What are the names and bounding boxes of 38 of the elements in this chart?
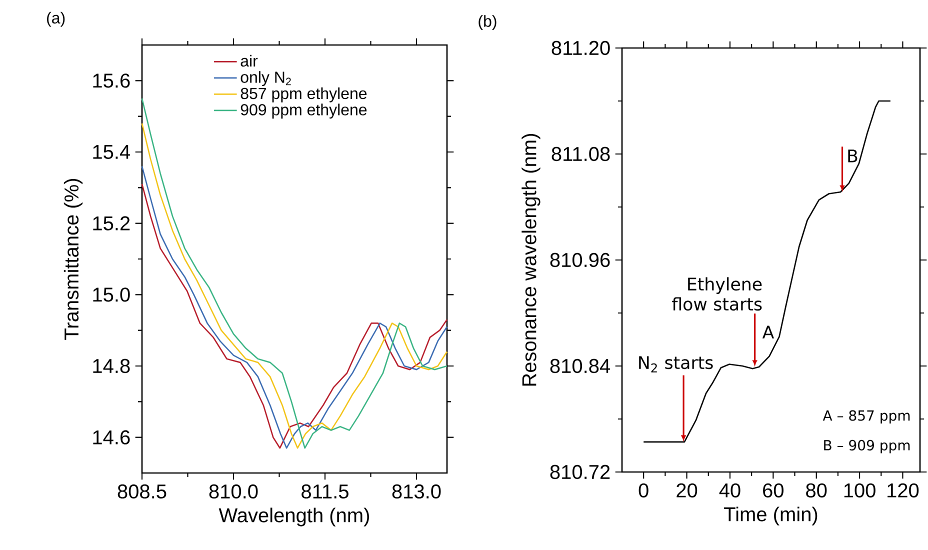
- x-tick-label: 40: [719, 483, 740, 498]
- y-tick-label: 15.0: [93, 288, 130, 302]
- y-tick-label: 15.2: [93, 216, 130, 230]
- x-tick-label: 813.0: [392, 484, 441, 499]
- y-tick-label: 14.8: [93, 358, 130, 374]
- y-tick-label: 810.72: [550, 464, 610, 480]
- legend-label: 857 ppm ethylene: [240, 87, 367, 102]
- legend-label: air: [240, 54, 258, 67]
- x-axis-title: Wavelength (nm): [218, 508, 369, 526]
- y-tick-label: 810.96: [550, 252, 610, 268]
- x-tick-label: 20: [676, 483, 698, 498]
- y-tick-label: 15.6: [93, 74, 130, 88]
- x-tick-label: 808.5: [118, 484, 166, 499]
- annotation: A – 857 ppm: [822, 410, 910, 424]
- y-tick-label: 811.08: [552, 146, 610, 162]
- annotation: B: [848, 150, 858, 162]
- x-tick-label: 810.0: [209, 484, 258, 499]
- annotation: A: [762, 326, 774, 338]
- x-axis-title: Time (min): [724, 506, 818, 526]
- x-tick-label: 0: [638, 483, 648, 498]
- annotation: B – 909 ppm: [824, 440, 910, 454]
- y-tick-label: 14.6: [93, 430, 130, 444]
- x-tick-label: 80: [806, 483, 827, 498]
- x-tick-label: 100: [844, 483, 876, 498]
- text: (b): [478, 15, 496, 30]
- x-tick-label: 811.5: [302, 484, 348, 499]
- legend-label: only N$_{2}$: [240, 71, 291, 86]
- y-tick-label: 15.4: [93, 145, 130, 159]
- annotation: Ethylene flow starts: [672, 277, 762, 311]
- x-tick-label: 60: [763, 483, 784, 498]
- y-tick-label: 811.20: [552, 40, 610, 56]
- legend-label: 909 ppm ethylene: [240, 104, 367, 119]
- x-tick-label: 120: [888, 483, 919, 498]
- y-axis-title: Resonance wavelength (nm): [522, 134, 540, 386]
- y-axis-title: Transmittance (%): [64, 178, 83, 340]
- y-tick-label: 810.84: [550, 358, 610, 374]
- text: (a): [47, 12, 65, 27]
- annotation: N$_{2}$ starts: [639, 356, 713, 372]
